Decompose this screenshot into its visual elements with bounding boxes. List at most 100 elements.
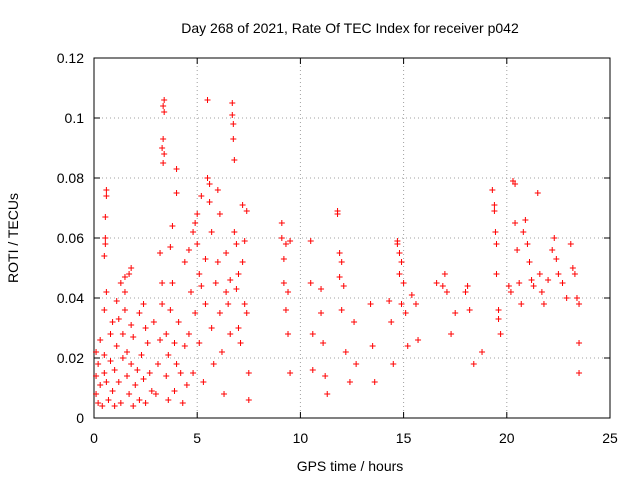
- data-point: [464, 283, 471, 289]
- data-point: [573, 295, 580, 301]
- data-point: [202, 256, 209, 262]
- data-point: [142, 400, 149, 406]
- y-tick-label: 0.06: [57, 230, 84, 246]
- data-point: [239, 202, 246, 208]
- data-point: [235, 271, 242, 277]
- data-point: [243, 310, 250, 316]
- data-point: [121, 289, 128, 295]
- data-point: [245, 397, 252, 403]
- data-point: [230, 136, 237, 142]
- data-point: [117, 280, 124, 286]
- data-point: [138, 352, 145, 358]
- data-point: [229, 100, 236, 106]
- data-point: [97, 382, 104, 388]
- data-point: [223, 250, 230, 256]
- data-point: [121, 274, 128, 280]
- data-point: [338, 307, 345, 313]
- data-point: [208, 229, 215, 235]
- data-point: [181, 343, 188, 349]
- data-point: [216, 310, 223, 316]
- data-point: [196, 340, 203, 346]
- data-point: [206, 199, 213, 205]
- data-point: [282, 307, 289, 313]
- data-point: [571, 271, 578, 277]
- data-point: [235, 325, 242, 331]
- data-point: [210, 361, 217, 367]
- data-point: [115, 379, 122, 385]
- data-point: [491, 208, 498, 214]
- data-point: [160, 136, 167, 142]
- data-point: [237, 340, 244, 346]
- data-point: [559, 280, 566, 286]
- y-tick-label: 0.12: [57, 50, 84, 66]
- data-point: [194, 211, 201, 217]
- data-point: [169, 223, 176, 229]
- data-point: [140, 376, 147, 382]
- data-point: [278, 220, 285, 226]
- data-point: [492, 229, 499, 235]
- data-point: [136, 397, 143, 403]
- data-point: [107, 331, 114, 337]
- data-point: [514, 247, 521, 253]
- data-point: [101, 370, 108, 376]
- data-point: [119, 355, 126, 361]
- data-point: [540, 301, 547, 307]
- data-point: [103, 187, 110, 193]
- data-point: [146, 370, 153, 376]
- data-point: [202, 301, 209, 307]
- data-point: [159, 301, 166, 307]
- data-point: [396, 250, 403, 256]
- data-point: [132, 382, 139, 388]
- data-point: [400, 280, 407, 286]
- data-point: [526, 259, 533, 265]
- y-axis-label: ROTI / TECUs: [5, 193, 21, 283]
- data-point: [282, 241, 289, 247]
- data-point: [111, 367, 118, 373]
- data-point: [142, 325, 149, 331]
- data-point: [394, 241, 401, 247]
- data-point: [206, 181, 213, 187]
- data-point: [208, 325, 215, 331]
- data-point: [190, 370, 197, 376]
- data-point: [340, 283, 347, 289]
- data-point: [93, 391, 100, 397]
- x-tick-label: 0: [90, 430, 98, 446]
- data-point: [443, 289, 450, 295]
- data-point: [567, 241, 574, 247]
- data-point: [318, 286, 325, 292]
- data-point: [134, 367, 141, 373]
- data-point: [412, 301, 419, 307]
- data-point: [371, 379, 378, 385]
- x-tick-label: 25: [602, 430, 618, 446]
- data-point: [243, 208, 250, 214]
- data-point: [126, 271, 133, 277]
- data-point: [157, 337, 164, 343]
- data-point: [549, 247, 556, 253]
- data-point: [402, 310, 409, 316]
- data-point: [536, 271, 543, 277]
- data-point: [93, 349, 100, 355]
- x-axis-label: GPS time / hours: [297, 458, 404, 474]
- data-point: [462, 289, 469, 295]
- data-point: [408, 292, 415, 298]
- data-point: [336, 274, 343, 280]
- data-point: [103, 379, 110, 385]
- data-point: [307, 238, 314, 244]
- data-point: [229, 112, 236, 118]
- data-point: [233, 241, 240, 247]
- data-point: [495, 307, 502, 313]
- data-point: [309, 367, 316, 373]
- data-point: [528, 277, 535, 283]
- data-point: [545, 277, 552, 283]
- data-point: [130, 334, 137, 340]
- data-point: [101, 352, 108, 358]
- data-point: [119, 331, 126, 337]
- data-point: [148, 388, 155, 394]
- data-point: [152, 391, 159, 397]
- data-point: [538, 289, 545, 295]
- data-point: [563, 295, 570, 301]
- data-point: [204, 175, 211, 181]
- data-point: [173, 190, 180, 196]
- data-point: [336, 250, 343, 256]
